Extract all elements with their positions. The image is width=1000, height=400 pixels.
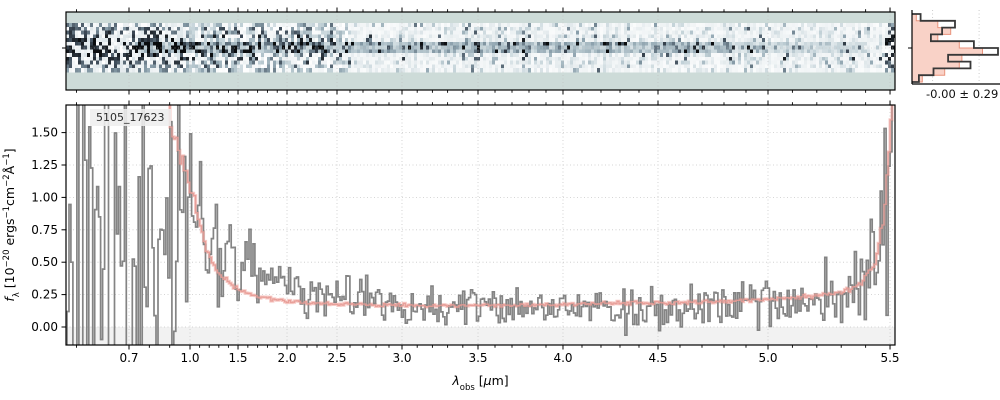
svg-text:0.50: 0.50 <box>31 255 58 269</box>
svg-text:λobs [μm]: λobs [μm] <box>451 373 508 393</box>
svg-text:4.5: 4.5 <box>648 351 667 365</box>
svg-text:2.5: 2.5 <box>327 351 346 365</box>
svg-text:3.5: 3.5 <box>468 351 487 365</box>
spectrum-1d-axes <box>61 100 896 350</box>
svg-text:1.50: 1.50 <box>31 126 58 140</box>
svg-text:1.5: 1.5 <box>228 351 247 365</box>
svg-text:0.75: 0.75 <box>31 223 58 237</box>
spectrum-2d-gridlines <box>66 12 895 90</box>
spectrum-2d-noise-image <box>66 23 895 73</box>
svg-text:0.25: 0.25 <box>31 288 58 302</box>
svg-text:2.0: 2.0 <box>277 351 296 365</box>
svg-text:4.0: 4.0 <box>553 351 572 365</box>
svg-text:1.25: 1.25 <box>31 158 58 172</box>
svg-text:3.0: 3.0 <box>392 351 411 365</box>
axis-tick-labels: 0.7 1.0 1.5 2.0 2.5 3.0 3.5 4.0 4.5 5.0 5.5 0.00 0.2… <box>31 126 899 365</box>
svg-text:1.00: 1.00 <box>31 190 58 204</box>
residual-histogram-panel <box>908 10 1000 85</box>
svg-text:5.5: 5.5 <box>880 351 899 365</box>
svg-text:fλ [10−20 ergs−1cm−2Å−1]: fλ [10−20 ergs−1cm−2Å−1] <box>2 148 22 301</box>
svg-text:5.0: 5.0 <box>758 351 777 365</box>
object-id-label: 5105_17623 <box>90 109 171 126</box>
spectrum-2d-axes <box>62 7 896 95</box>
svg-text:0.00: 0.00 <box>31 320 58 334</box>
residual-stats-label: -0.00 ± 0.29 <box>926 87 999 101</box>
axis-titles: λobs [μm] fλ [10−20 ergs−1cm−2Å−1] <box>2 148 509 393</box>
svg-text:0.7: 0.7 <box>119 351 138 365</box>
spectrum-1d-series <box>66 105 894 345</box>
svg-text:1.0: 1.0 <box>180 351 199 365</box>
